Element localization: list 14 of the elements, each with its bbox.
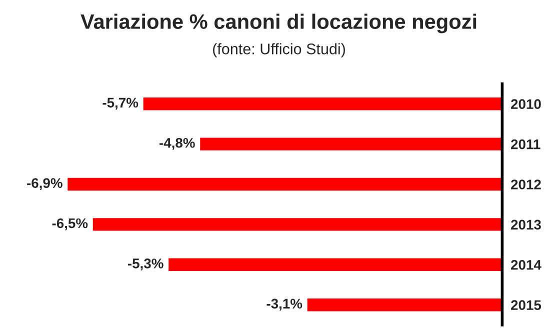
data-label: -6,5% (52, 218, 88, 230)
chart-subtitle: (fonte: Ufficio Studi) (213, 43, 345, 58)
data-label: -5,3% (128, 258, 164, 270)
y-tick-label: 2010 (511, 99, 541, 110)
chart-title: Variazione % canoni di locazione negozi (80, 14, 476, 34)
y-tick-label: 2015 (511, 300, 542, 310)
data-label: -3,1% (266, 298, 302, 311)
data-label: -4,8% (160, 138, 195, 150)
y-tick-label: 2012 (511, 180, 541, 190)
y-tick-label: 2014 (511, 260, 542, 270)
data-label: -6,9% (27, 178, 62, 190)
y-tick-label: 2013 (511, 220, 541, 230)
data-label: -5,7% (102, 98, 138, 110)
y-tick-label: 2011 (511, 139, 540, 150)
